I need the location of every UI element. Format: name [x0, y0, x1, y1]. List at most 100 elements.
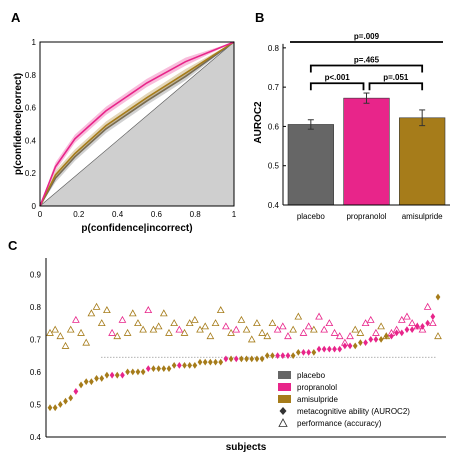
auroc2-point [78, 381, 84, 389]
chance-diagonal [39, 41, 235, 207]
y-tick-label: 0 [32, 202, 37, 211]
auroc2-point [99, 375, 105, 382]
auroc2-point [244, 355, 249, 363]
auroc2-point [352, 342, 358, 350]
auroc2-point [259, 355, 265, 363]
auroc2-point [57, 401, 63, 408]
accuracy-point [134, 319, 142, 327]
auroc2-point [311, 348, 317, 356]
auroc2-point [68, 394, 74, 402]
accuracy-point [103, 306, 111, 314]
accuracy-point [144, 306, 153, 314]
auroc2-point [306, 348, 312, 356]
y-tick-label: 0.7 [30, 335, 42, 344]
legend: placebo propranolol amisulpride metacogniti… [278, 371, 410, 428]
auroc2-point [151, 365, 156, 373]
accuracy-point [304, 322, 313, 330]
x-tick-label: 0.6 [151, 210, 163, 219]
legend-swatch [278, 395, 291, 403]
auroc2-point [275, 352, 281, 360]
auroc2-point [378, 335, 384, 343]
accuracy-point [247, 335, 256, 343]
accuracy-point [335, 332, 344, 340]
auroc2-point [114, 371, 120, 379]
roc-line-amisulpride [39, 41, 235, 207]
auroc2-point [233, 355, 239, 363]
accuracy-point [165, 328, 173, 336]
legend-swatch [278, 371, 291, 379]
accuracy-point [97, 319, 106, 327]
accuracy-point [232, 325, 241, 333]
bar-placebo [287, 124, 334, 206]
bars [287, 97, 446, 206]
auroc2-point [73, 388, 79, 395]
auroc2-point [145, 365, 151, 373]
y-tick-labels: 0.4 0.5 0.6 0.7 0.8 0.9 [30, 270, 42, 442]
auroc2-point [47, 404, 53, 412]
roc-line-placebo [39, 41, 235, 207]
bracket-line [309, 64, 424, 73]
y-tick-label: 0.6 [25, 104, 37, 113]
auroc2-point [223, 355, 229, 363]
y-tick-label: 0.2 [25, 169, 37, 178]
auroc2-point [301, 348, 306, 356]
auroc2-point [207, 358, 213, 366]
bracket-label: p=.465 [354, 56, 380, 65]
bracket-line [309, 82, 365, 91]
accuracy-point [253, 319, 261, 327]
accuracy-point [154, 322, 163, 330]
auroc2-point [342, 342, 348, 350]
auroc2-point [290, 352, 296, 360]
accuracy-point [118, 315, 127, 323]
accuracy-point [403, 312, 411, 320]
accuracy-point [418, 325, 427, 333]
plot-frame [39, 41, 235, 207]
accuracy-point [222, 322, 230, 330]
accuracy-point [216, 306, 225, 314]
accuracy-point [330, 328, 339, 336]
x-tick-labels: 0 0.2 0.4 0.6 0.8 1 [38, 210, 237, 219]
auroc2-point [316, 345, 322, 353]
auroc2-point [109, 371, 115, 379]
x-tick-label: 0 [38, 210, 43, 219]
accuracy-point [87, 309, 96, 317]
panel-c-subject-scatter: 0.4 0.5 0.6 0.7 0.8 0.9 subjects placebo propr… [30, 258, 446, 453]
bracket-label: p=.051 [383, 73, 409, 82]
x-axis-label: subjects [226, 442, 267, 453]
y-tick-label: 0.5 [268, 162, 280, 171]
y-tick-label: 0.4 [25, 136, 37, 145]
bracket-label: p<.001 [325, 73, 351, 82]
auroc2-point [425, 319, 431, 327]
accuracy-point [170, 319, 179, 327]
accuracy-point [366, 315, 375, 323]
accuracy-point [92, 302, 101, 310]
auroc2-point [161, 365, 167, 373]
accuracy-point [315, 312, 323, 320]
category-label: placebo [297, 212, 326, 221]
auroc2-point [52, 404, 58, 412]
legend-diamond-icon [279, 407, 287, 415]
auroc2-point [414, 322, 420, 330]
roc-line-propranolol [39, 41, 235, 207]
auroc2-point [389, 332, 394, 340]
roc-curves [39, 41, 235, 207]
auroc2-point [399, 329, 405, 337]
auroc2-point [264, 352, 270, 360]
auroc2-point [394, 329, 399, 337]
accuracy-point [356, 328, 365, 336]
auroc2-point [409, 326, 415, 333]
accuracy-point [351, 325, 360, 333]
y-tick-labels: 0.4 0.5 0.6 0.7 0.8 [268, 44, 286, 210]
accuracy-point [77, 328, 85, 336]
bracket-label: p=.009 [354, 32, 380, 41]
legend-label: performance (accuracy) [297, 419, 382, 428]
auroc2-point [104, 371, 110, 379]
panel-b-letter: B [255, 10, 264, 25]
y-axis-label: AUROC2 [253, 101, 264, 144]
accuracy-point [294, 312, 303, 320]
bracket-line [368, 82, 424, 91]
accuracy-point [51, 325, 60, 333]
